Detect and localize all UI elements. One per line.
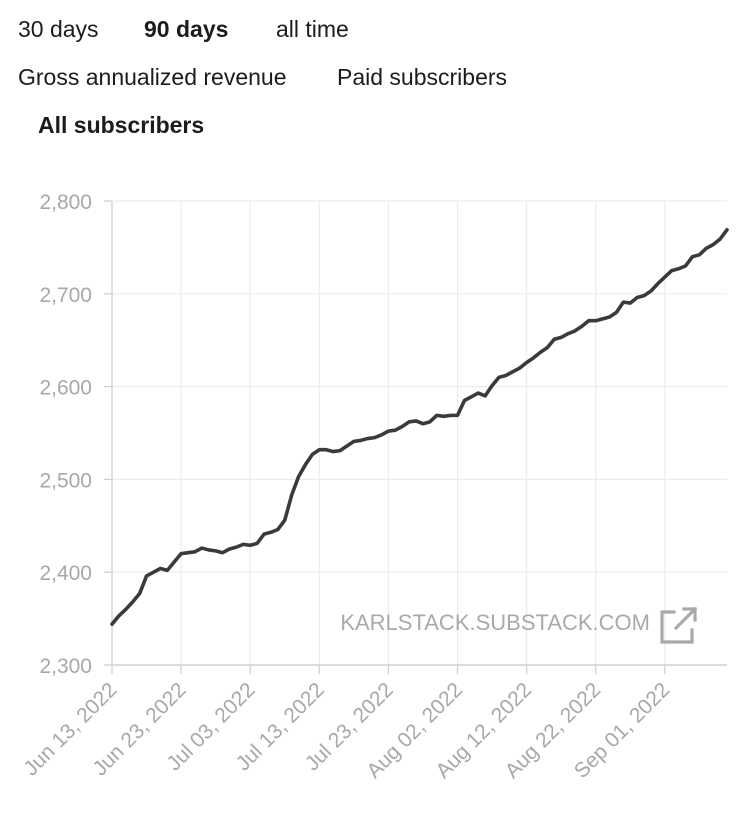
y-tick-label: 2,400 (39, 562, 92, 585)
y-tick-label: 2,300 (39, 655, 92, 678)
grid-layer (112, 200, 727, 666)
range-tab-90-days[interactable]: 90 days (144, 16, 229, 42)
range-tab-30-days[interactable]: 30 days (18, 16, 99, 42)
watermark-text[interactable]: KARLSTACK.SUBSTACK.COM (340, 610, 650, 635)
metric-tab-gross-annualized-revenue[interactable]: Gross annualized revenue (18, 64, 287, 90)
y-tick-label: 2,500 (39, 469, 92, 492)
external-link-icon[interactable] (660, 606, 698, 644)
series-layer (110, 227, 729, 626)
y-tick-label: 2,800 (39, 191, 92, 214)
y-tick-label: 2,600 (39, 377, 92, 400)
series-line-all-subscribers (110, 227, 729, 626)
watermark[interactable]: KARLSTACK.SUBSTACK.COM (340, 606, 698, 644)
metric-tab-all-subscribers[interactable]: All subscribers (38, 112, 205, 138)
y-tick-label: 2,700 (39, 284, 92, 307)
metric-tab-paid-subscribers[interactable]: Paid subscribers (337, 64, 508, 90)
range-tab-all-time[interactable]: all time (276, 16, 349, 42)
